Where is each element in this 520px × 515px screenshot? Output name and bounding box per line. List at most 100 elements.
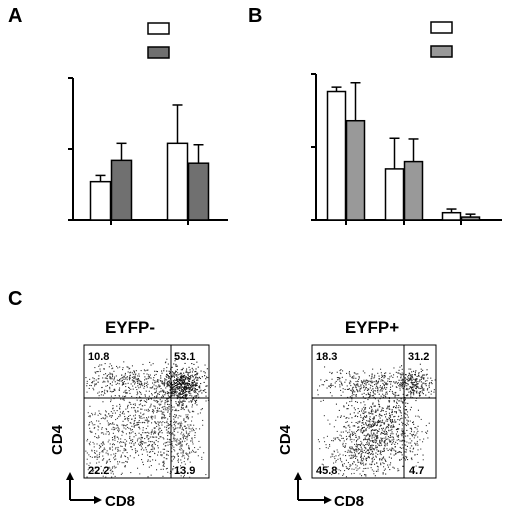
flow-dot: [190, 385, 192, 387]
flow-dot: [416, 453, 418, 455]
flow-dot: [339, 384, 341, 386]
flow-dot: [132, 388, 134, 390]
flow-dot: [180, 444, 182, 446]
flow-dot: [413, 394, 415, 396]
flow-dot: [352, 389, 354, 391]
flow-dot: [96, 443, 98, 445]
flow-dot: [152, 409, 154, 411]
flow-dot: [401, 440, 403, 442]
flow-dot: [127, 457, 129, 459]
flow-dot: [131, 425, 133, 427]
flow-dot: [368, 452, 370, 454]
flow-dot: [146, 418, 148, 420]
flow-dot: [192, 398, 194, 400]
flow-dot: [369, 426, 371, 428]
flow-dot: [162, 448, 164, 450]
flow-dot: [383, 449, 385, 451]
flow-dot: [409, 386, 411, 388]
flow-dot: [103, 374, 105, 376]
flow-dot: [161, 418, 163, 420]
flow-dot: [150, 449, 152, 451]
flow-dot: [352, 448, 354, 450]
flow-dot: [105, 411, 107, 413]
flow-dot: [401, 417, 403, 419]
flow-dot: [182, 454, 184, 456]
flow-dot: [112, 466, 114, 468]
flow-dot: [100, 432, 102, 434]
flow-dot: [356, 389, 358, 391]
flow-dot: [355, 385, 357, 387]
flow-dot: [89, 421, 91, 423]
flow-dot: [407, 389, 409, 391]
bar-bm-10: [441, 211, 462, 221]
flow-dot: [362, 444, 364, 446]
flow-dot: [335, 380, 337, 382]
flow-dot: [387, 378, 389, 380]
flow-dot: [179, 372, 181, 374]
flow-dot: [158, 403, 160, 405]
quadrant-bottom-left-value: 22.2: [88, 465, 109, 477]
flow-dot: [390, 383, 392, 385]
flow-dot: [388, 439, 390, 441]
flow-dot: [364, 372, 366, 374]
flow-dot: [98, 447, 100, 449]
flow-dot: [163, 384, 165, 386]
flow-dot: [167, 403, 169, 405]
flow-dot: [94, 385, 96, 387]
flow-dot: [172, 409, 174, 411]
flow-dot: [161, 424, 163, 426]
flow-dot: [89, 384, 91, 386]
flow-dot: [114, 448, 116, 450]
flow-dot: [385, 372, 387, 374]
flow-dot: [124, 455, 126, 457]
flow-dot: [386, 426, 388, 428]
flow-dot: [330, 383, 332, 385]
flow-dot: [196, 399, 198, 401]
flow-dot: [361, 458, 363, 460]
flow-dot: [113, 389, 115, 391]
flow-dot: [161, 454, 163, 456]
flow-dot: [186, 382, 188, 384]
flow-dot: [138, 426, 140, 428]
flow-dot: [366, 449, 368, 451]
flow-dot: [174, 438, 176, 440]
flow-dot: [352, 391, 354, 393]
flow-dot: [384, 375, 386, 377]
flow-dot: [179, 373, 181, 375]
flow-dot: [176, 404, 178, 406]
flow-dot: [334, 382, 336, 384]
flow-dot: [174, 414, 176, 416]
flow-dot: [366, 416, 368, 418]
flow-dot: [400, 398, 402, 400]
flow-dot: [399, 387, 401, 389]
flow-dot: [168, 433, 170, 435]
flow-dot: [376, 421, 378, 423]
flow-dot: [406, 385, 408, 387]
flow-dot: [200, 409, 202, 411]
flow-dot: [195, 401, 197, 403]
flow-dot: [98, 391, 100, 393]
flow-dot: [129, 372, 131, 374]
flow-dot: [205, 474, 207, 476]
flow-dot: [195, 389, 197, 391]
flow-dot: [129, 374, 131, 376]
flow-dots: [85, 357, 209, 478]
flow-dot: [187, 454, 189, 456]
flow-dot: [381, 409, 383, 411]
flow-dot: [188, 389, 190, 391]
flow-dot: [125, 389, 127, 391]
flow-dot: [356, 451, 358, 453]
flow-dot: [389, 418, 391, 420]
flow-dot: [324, 441, 326, 443]
flow-dot: [144, 385, 146, 387]
flow-dot: [126, 424, 128, 426]
flow-dot: [371, 380, 373, 382]
flow-dot: [118, 383, 120, 385]
flow-dot: [398, 405, 400, 407]
flow-dot: [136, 399, 138, 401]
flow-dot: [353, 455, 355, 457]
flow-dot: [176, 386, 178, 388]
flow-dot: [349, 466, 351, 468]
flow-dot: [160, 390, 162, 392]
flow-dot: [409, 438, 411, 440]
